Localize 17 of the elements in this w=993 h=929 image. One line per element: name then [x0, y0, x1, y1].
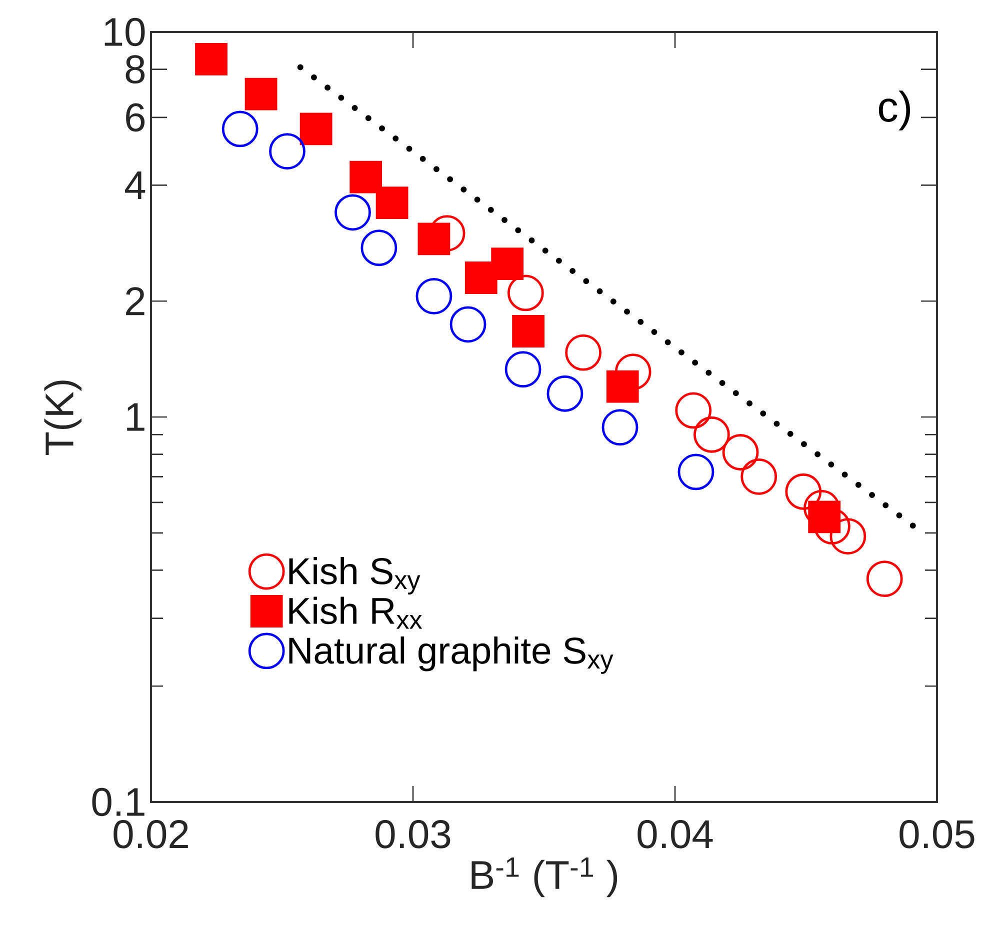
y-axis-title: T(K)	[44, 380, 82, 455]
x-tick-label: 0.05	[900, 820, 974, 848]
annotation: c)	[878, 90, 910, 130]
y-tick-label: 4	[124, 171, 146, 199]
x-tick-label: 0.02	[114, 820, 188, 848]
y-tick-label: 6	[126, 103, 145, 132]
y-tick-label: 1	[127, 403, 144, 431]
x-tick-label: 0.04	[638, 820, 713, 848]
y-tick-label: 0.1	[92, 788, 144, 816]
y-tick-label: 10	[104, 18, 145, 46]
x-axis-title: B$^{-1}$ (T$^{-1}$ )	[472, 858, 618, 898]
x-tick-label: 0.03	[376, 820, 450, 848]
y-tick-label: 8	[126, 55, 145, 84]
legend-label: Natural graphite S$_{xy}$	[289, 636, 614, 674]
y-tick-label: 2	[126, 287, 144, 316]
legend-label: Kish S$_{xy}$	[289, 557, 420, 594]
legend-label: Kish R$_{xx}$	[289, 596, 422, 629]
